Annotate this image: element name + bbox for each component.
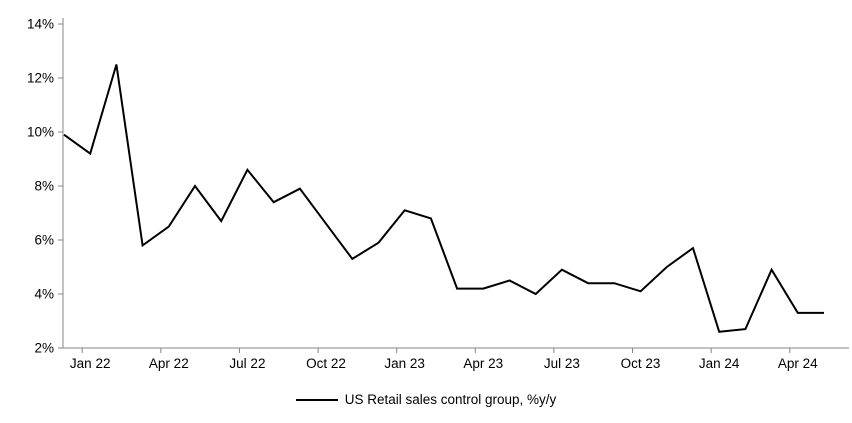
- x-axis-tick-label: Apr 22: [149, 356, 189, 371]
- legend-line-sample-icon: [295, 398, 338, 401]
- x-axis-tick-label: Apr 24: [778, 356, 818, 371]
- y-axis-tick-label: 2%: [34, 341, 54, 356]
- x-axis-tick-label: Jan 24: [699, 356, 740, 371]
- x-axis-tick-label: Oct 22: [306, 356, 346, 371]
- x-axis-tick-label: Apr 23: [463, 356, 503, 371]
- y-axis-tick-label: 8%: [34, 179, 54, 194]
- y-axis-tick-label: 14%: [27, 17, 54, 32]
- x-axis-tick-label: Oct 23: [621, 356, 661, 371]
- x-axis-tick-label: Jan 23: [384, 356, 425, 371]
- x-axis-tick-label: Jul 23: [544, 356, 580, 371]
- legend-series-label: US Retail sales control group, %y/y: [344, 392, 557, 407]
- x-axis-tick-label: Jul 22: [229, 356, 265, 371]
- chart-legend: US Retail sales control group, %y/y: [0, 392, 852, 407]
- x-axis-tick-label: Jan 22: [70, 356, 111, 371]
- data-series-line: [63, 64, 824, 333]
- y-axis-tick-label: 12%: [27, 71, 54, 86]
- y-axis-tick-label: 6%: [34, 233, 54, 248]
- y-axis-tick-label: 10%: [27, 125, 54, 140]
- y-axis-tick-label: 4%: [34, 287, 54, 302]
